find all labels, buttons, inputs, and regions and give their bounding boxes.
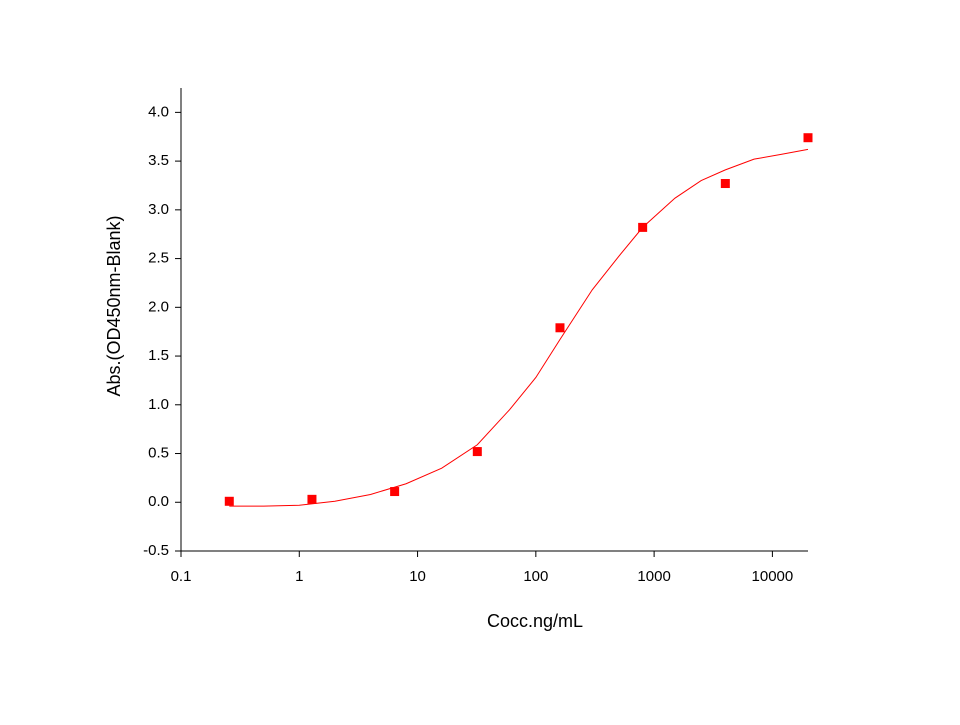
data-point (803, 133, 813, 143)
data-point (307, 494, 317, 504)
y-tick-label: -0.5 (143, 542, 169, 559)
data-point (224, 496, 234, 506)
y-tick-label: 0.0 (148, 493, 169, 510)
y-tick-label: 3.5 (148, 152, 169, 169)
y-tick-label: 1.0 (148, 396, 169, 413)
y-tick-label: 2.5 (148, 250, 169, 267)
y-tick-label: 2.0 (148, 298, 169, 315)
y-axis-title: Abs.(OD450nm-Blank) (104, 215, 124, 396)
data-point (390, 487, 400, 497)
fit-curve (229, 148, 809, 507)
data-point (720, 179, 730, 189)
data-point (555, 323, 565, 333)
y-tick-label: 1.5 (148, 347, 169, 364)
x-tick-label: 10000 (752, 568, 794, 585)
x-tick-label: 10 (409, 568, 426, 585)
x-axis-title: Cocc.ng/mL (487, 611, 583, 631)
y-tick-label: 0.5 (148, 444, 169, 461)
y-tick-label: 3.0 (148, 201, 169, 218)
x-tick-label: 0.1 (171, 568, 192, 585)
x-tick-label: 1000 (637, 568, 670, 585)
data-point (472, 447, 482, 457)
y-tick-label: 4.0 (148, 103, 169, 120)
x-tick-label: 1 (295, 568, 303, 585)
x-tick-label: 100 (523, 568, 548, 585)
